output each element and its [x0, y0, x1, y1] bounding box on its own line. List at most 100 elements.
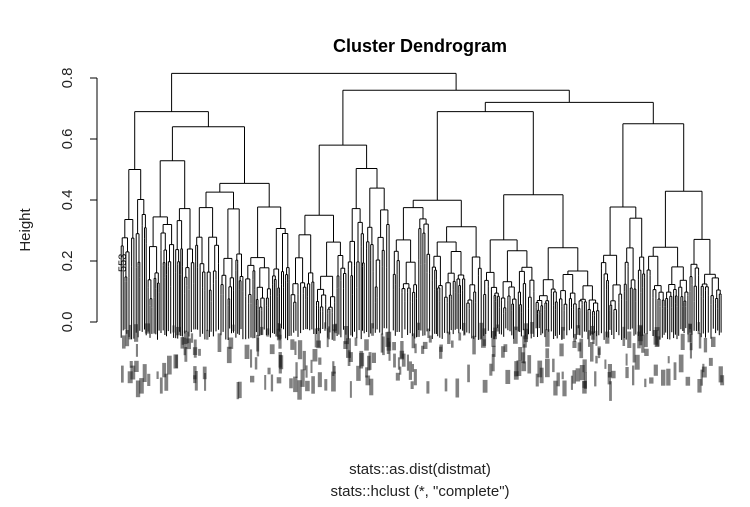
- leaf-label-mark: [294, 341, 297, 355]
- leaf-label-mark: [356, 365, 361, 381]
- leaf-label-mark: [176, 326, 181, 336]
- leaf-label-mark: [625, 367, 629, 379]
- leaf-label-mark: [297, 380, 302, 400]
- leaf-label-mark: [125, 330, 130, 347]
- leaf-label-mark: [300, 369, 305, 387]
- leaf-label-mark: [590, 325, 595, 335]
- leaf-label-mark: [186, 331, 190, 344]
- leaf-label-mark: [204, 373, 207, 391]
- leaf-label-mark: [290, 339, 295, 350]
- leaf-label-mark: [514, 361, 519, 377]
- leaf-label-mark: [359, 352, 365, 367]
- leaf-label-mark: [455, 378, 460, 398]
- x-axis-label: stats::as.dist(distmat): [349, 461, 491, 478]
- leaf-label-mark: [595, 330, 598, 346]
- leaf-label-mark: [317, 372, 322, 388]
- leaf-label-mark: [305, 365, 308, 378]
- leaf-label-mark: [605, 331, 610, 344]
- leaf-label-mark: [324, 379, 328, 391]
- leaf-label-mark: [333, 329, 336, 341]
- leaf-label-mark: [711, 336, 716, 347]
- leaf-label-mark: [127, 371, 133, 384]
- leaf-label-mark: [332, 361, 335, 376]
- leaf-label-mark: [331, 371, 336, 392]
- leaf-label-mark: [311, 376, 315, 394]
- leaf-label-mark: [552, 358, 555, 373]
- y-tick-label: 0.0: [59, 312, 76, 333]
- leaf-label-mark: [579, 365, 585, 381]
- leaf-label-mark: [302, 350, 306, 371]
- leaf-label-mark: [576, 325, 580, 335]
- leaf-label-mark: [382, 336, 385, 356]
- leaf-label-mark: [583, 372, 587, 389]
- leaf-label-mark: [278, 334, 282, 349]
- leaf-label-mark: [228, 337, 234, 349]
- leaf-label-mark: [365, 375, 371, 386]
- leaf-label-mark: [408, 361, 412, 380]
- leaf-label-mark: [463, 322, 466, 336]
- leaf-label-mark: [535, 373, 539, 387]
- leaf-label-mark: [264, 375, 267, 390]
- leaf-label-mark: [267, 367, 271, 375]
- leaf-label-mark: [295, 362, 298, 378]
- leaf-label-mark: [644, 333, 648, 348]
- leaf-label-mark: [401, 353, 406, 367]
- leaf-label-mark: [678, 354, 684, 373]
- leaf-label-mark: [327, 326, 330, 340]
- leaf-label-mark: [371, 352, 376, 363]
- leaf-label-mark: [193, 339, 197, 358]
- leaf-label-mark: [297, 340, 303, 360]
- leaf-label-mark: [680, 333, 685, 350]
- leaf-label-mark: [518, 347, 523, 361]
- leaf-label-mark: [439, 346, 443, 359]
- leaf-label-mark: [667, 356, 670, 364]
- leaf-label-mark: [625, 353, 628, 366]
- leaf-label-mark: [217, 333, 222, 352]
- leaf-label-mark: [444, 378, 448, 392]
- leaf-label-mark: [134, 360, 139, 372]
- leaf-label-mark: [175, 354, 178, 369]
- leaf-label-mark: [162, 362, 167, 378]
- leaf-label-mark: [472, 335, 476, 355]
- leaf-label-mark: [575, 368, 581, 382]
- leaf-label-mark: [318, 357, 322, 365]
- leaf-label-mark: [439, 344, 443, 352]
- leaf-label-mark: [572, 370, 576, 384]
- leaf-labels: 553: [117, 254, 725, 401]
- leaf-label-mark: [632, 365, 635, 386]
- leaf-label-mark: [159, 377, 163, 394]
- leaf-label-mark: [289, 378, 293, 389]
- leaf-label-mark: [134, 324, 139, 342]
- leaf-label-mark: [594, 371, 597, 387]
- leaf-label-mark: [579, 338, 584, 359]
- leaf-label-mark: [698, 333, 702, 349]
- leaf-label-mark: [278, 354, 282, 374]
- leaf-label-mark: [194, 371, 198, 391]
- leaf-label-mark: [523, 328, 529, 340]
- leaf-label-mark: [202, 366, 207, 380]
- chart-subtitle: stats::hclust (*, "complete"): [330, 483, 509, 500]
- leaf-label-mark: [128, 324, 132, 340]
- leaf-label-mark: [556, 372, 560, 387]
- leaf-label-mark: [172, 325, 175, 333]
- leaf-label-mark: [236, 382, 240, 400]
- leaf-label-mark: [256, 334, 260, 352]
- leaf-label-mark: [312, 349, 318, 362]
- leaf-label-mark: [545, 329, 550, 347]
- leaf-label-mark: [276, 328, 281, 341]
- leaf-label-mark: [411, 333, 416, 349]
- y-tick-label: 0.6: [59, 129, 76, 150]
- leaf-label-mark: [545, 358, 550, 378]
- leaf-label-mark: [644, 348, 649, 356]
- leaf-label-mark: [198, 348, 201, 356]
- leaf-label-mark: [426, 381, 430, 394]
- leaf-label-mark: [607, 372, 611, 385]
- leaf-label-mark: [413, 369, 417, 386]
- leaf-label-mark: [521, 361, 527, 372]
- leaf-label-mark: [609, 381, 612, 401]
- leaf-label-mark: [129, 361, 133, 368]
- leaf-label-mark: [489, 363, 493, 376]
- leaf-label-mark: [411, 364, 414, 372]
- y-tick-label: 0.4: [59, 190, 76, 211]
- leaf-label-mark: [687, 323, 692, 343]
